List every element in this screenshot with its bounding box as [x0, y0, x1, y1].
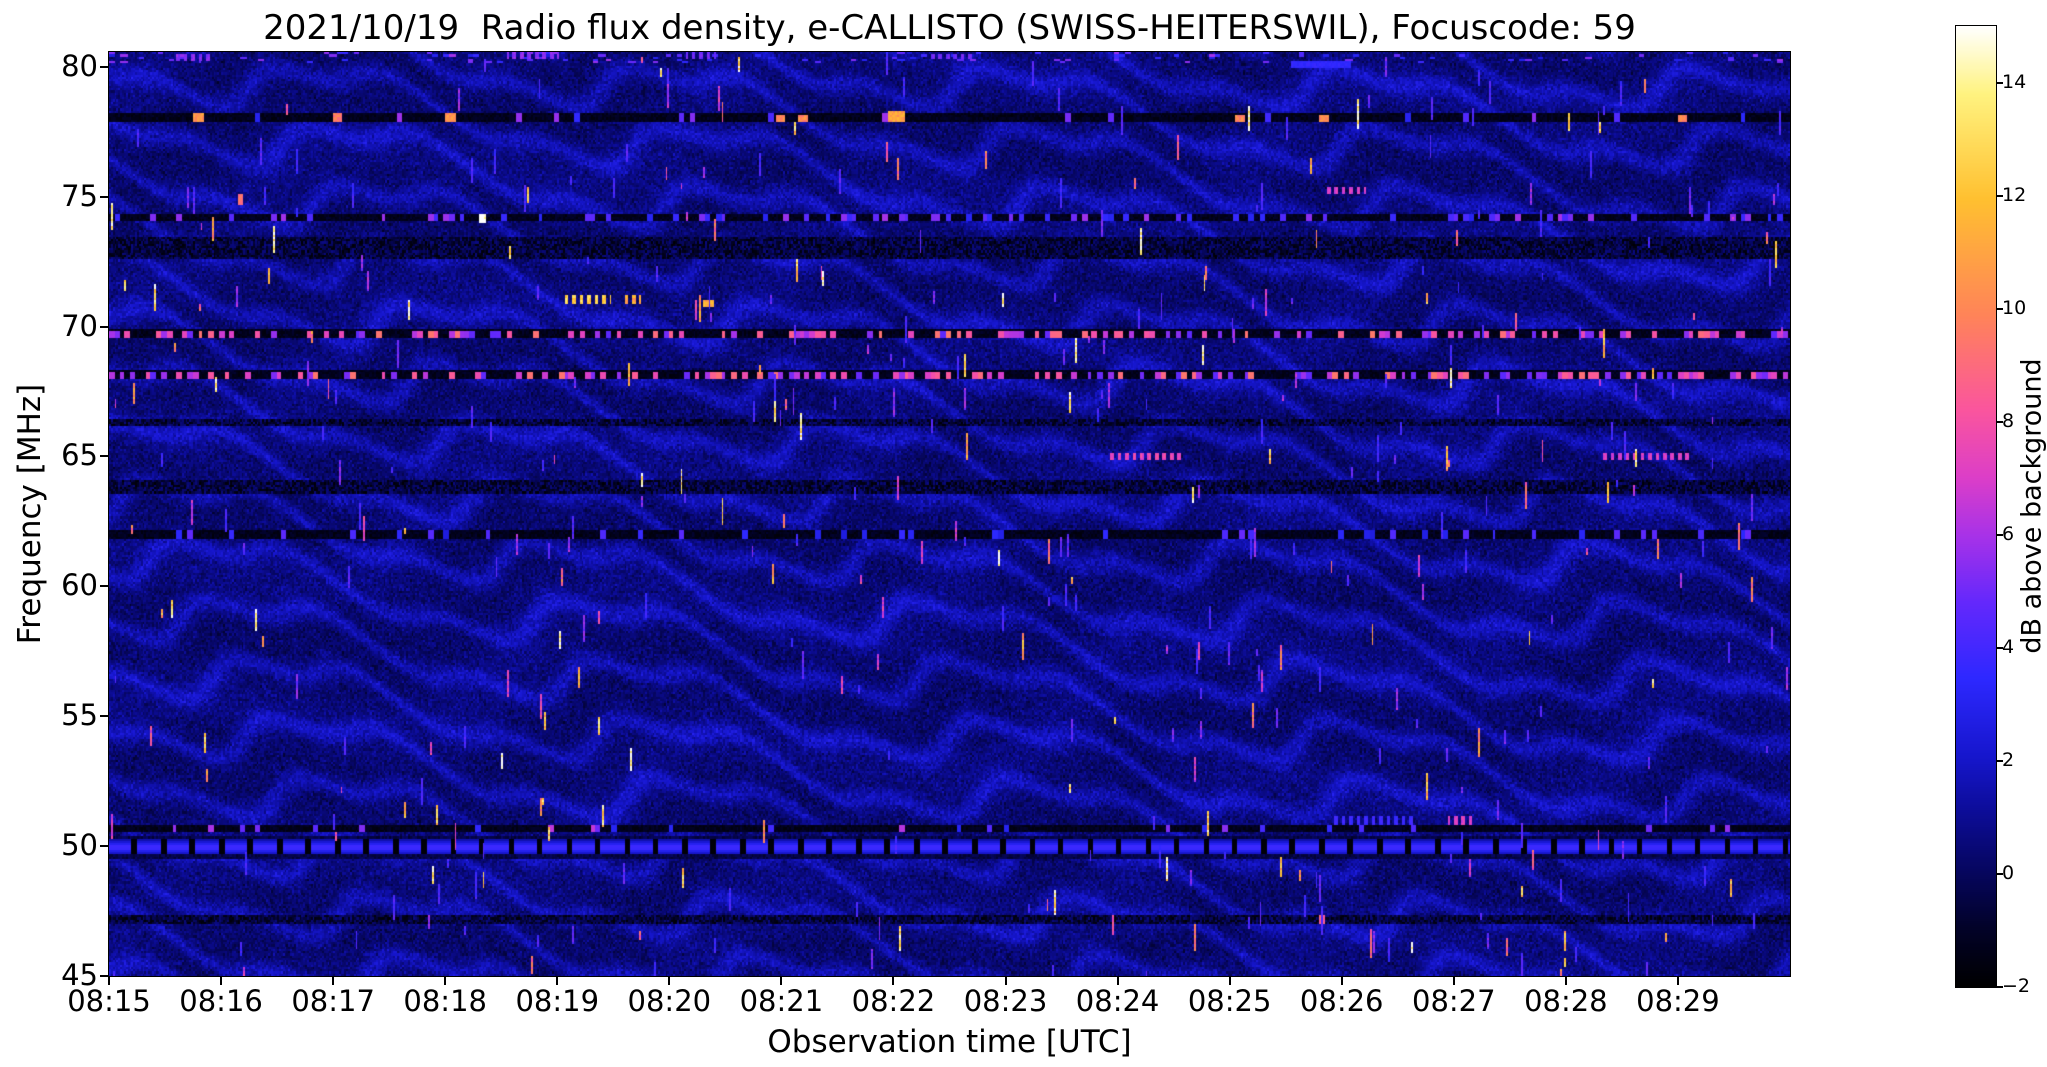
x-tick-label: 08:29: [1636, 984, 1720, 1018]
x-tick-mark: [668, 976, 671, 985]
x-tick-mark: [444, 976, 447, 985]
colorbar-tick-label: 2: [2002, 748, 2015, 771]
y-tick-label: 80: [61, 48, 98, 83]
colorbar-tick-label: 4: [2002, 635, 2015, 658]
x-tick-mark: [780, 976, 783, 985]
x-tick-label: 08:16: [179, 984, 263, 1018]
y-tick-mark: [100, 845, 109, 848]
colorbar-tick-label: 6: [2002, 522, 2015, 545]
x-tick-label: 08:20: [627, 984, 712, 1018]
x-tick-label: 08:18: [403, 984, 487, 1018]
spectrogram-canvas: [109, 52, 1790, 976]
x-tick-label: 08:25: [1187, 984, 1272, 1018]
x-tick-mark: [332, 976, 335, 985]
y-tick-mark: [100, 65, 109, 68]
x-tick-mark: [108, 976, 110, 985]
y-tick-mark: [100, 325, 109, 328]
x-tick-label: 08:24: [1075, 984, 1160, 1018]
y-tick-label: 55: [61, 698, 98, 733]
y-axis-label: Frequency [MHz]: [12, 383, 48, 645]
x-tick-label: 08:19: [515, 984, 600, 1018]
colorbar-tick-mark: [1996, 420, 2003, 423]
x-tick-mark: [892, 976, 895, 985]
colorbar-tick-label: 8: [2002, 409, 2015, 432]
x-tick-mark: [1340, 976, 1343, 985]
colorbar-tick-mark: [1996, 307, 2003, 310]
colorbar-tick-label: 14: [2002, 70, 2027, 93]
x-tick-label: 08:17: [291, 984, 375, 1018]
x-tick-label: 08:23: [963, 984, 1048, 1018]
y-tick-mark: [100, 975, 109, 977]
y-tick-mark: [100, 715, 109, 718]
y-tick-label: 70: [61, 308, 98, 343]
y-tick-mark: [100, 455, 109, 458]
colorbar-tick-mark: [1996, 986, 2003, 988]
y-tick-label: 75: [61, 178, 98, 213]
x-tick-mark: [1676, 976, 1679, 985]
colorbar-canvas: [1956, 26, 1996, 987]
x-tick-label: 08:28: [1524, 984, 1608, 1018]
chart-title: 2021/10/19 Radio flux density, e-CALLIST…: [263, 8, 1636, 48]
colorbar-label: dB above background: [2016, 358, 2047, 654]
colorbar-tick-mark: [1996, 533, 2003, 536]
x-tick-mark: [1564, 976, 1567, 985]
x-tick-mark: [1228, 976, 1231, 985]
y-tick-label: 65: [61, 438, 98, 473]
x-tick-mark: [556, 976, 559, 985]
colorbar-tick-mark: [1996, 646, 2003, 649]
y-tick-label: 50: [61, 828, 98, 863]
x-tick-mark: [1004, 976, 1007, 985]
x-tick-label: 08:22: [851, 984, 936, 1018]
x-axis-label: Observation time [UTC]: [767, 1024, 1132, 1060]
y-tick-mark: [100, 585, 109, 588]
x-tick-mark: [220, 976, 223, 985]
x-tick-label: 08:27: [1412, 984, 1496, 1018]
colorbar-tick-mark: [1996, 872, 2003, 875]
y-tick-label: 60: [61, 568, 98, 603]
colorbar-tick-mark: [1996, 759, 2003, 762]
y-tick-mark: [100, 195, 109, 198]
colorbar-tick-mark: [1996, 81, 2003, 84]
colorbar-tick-label: 10: [2002, 296, 2027, 319]
colorbar-tick-label: 0: [2002, 861, 2015, 884]
x-tick-label: 08:21: [739, 984, 824, 1018]
x-tick-label: 08:15: [67, 984, 151, 1018]
y-tick-label: 45: [61, 958, 98, 992]
colorbar-tick-label: −2: [2002, 975, 2031, 997]
x-tick-mark: [1452, 976, 1455, 985]
colorbar-tick-mark: [1996, 194, 2003, 197]
colorbar-tick-label: 12: [2002, 183, 2027, 206]
x-tick-label: 08:26: [1299, 984, 1384, 1018]
x-tick-mark: [1116, 976, 1119, 985]
